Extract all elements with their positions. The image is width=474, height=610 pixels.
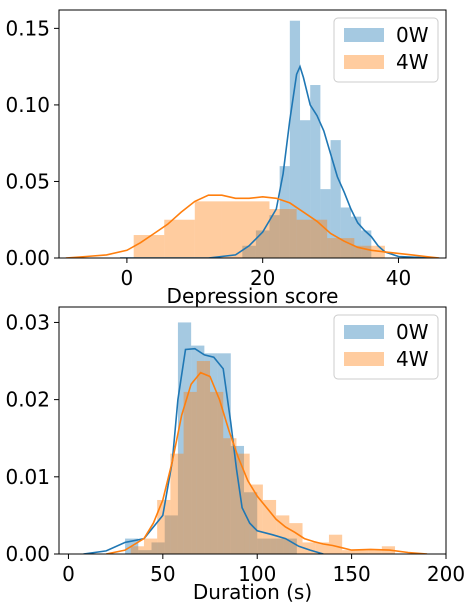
hist-bar-0w bbox=[230, 445, 245, 554]
hist-bar-4w bbox=[269, 209, 297, 258]
x-axis-label: Depression score bbox=[167, 284, 339, 308]
y-tick-label: 0.05 bbox=[5, 169, 50, 193]
legend-swatch-0w bbox=[344, 28, 384, 42]
hist-bar-4w bbox=[133, 235, 165, 258]
y-tick-label: 0.00 bbox=[5, 246, 50, 270]
x-tick-label: 200 bbox=[427, 562, 465, 586]
hist-bar-4w bbox=[262, 499, 277, 554]
kde-line-0w bbox=[120, 64, 433, 258]
hist-bar-4w bbox=[368, 550, 382, 554]
legend-swatch-4w bbox=[344, 55, 384, 69]
hist-bar-4w bbox=[342, 550, 356, 554]
axes-frame bbox=[58, 9, 447, 259]
hist-bar-0w bbox=[270, 538, 284, 554]
hist-bar-0w bbox=[289, 20, 301, 258]
legend-label-4w: 4W bbox=[396, 50, 429, 74]
plot-area bbox=[83, 322, 428, 554]
hist-bar-0w bbox=[340, 207, 351, 258]
hist-bar-4w bbox=[327, 238, 355, 258]
hist-bar-0w bbox=[330, 140, 341, 258]
x-tick-label: 40 bbox=[386, 266, 411, 290]
hist-bar-0w bbox=[310, 85, 321, 258]
axes-frame bbox=[58, 306, 447, 555]
hist-bar-0w bbox=[138, 550, 152, 554]
legend-swatch-4w bbox=[344, 352, 384, 366]
hist-bar-4w bbox=[157, 499, 171, 554]
kde-line-0w bbox=[83, 347, 324, 554]
hist-bar-4w bbox=[249, 484, 263, 554]
hist-bar-4w bbox=[183, 391, 197, 554]
hist-bar-4w bbox=[355, 550, 369, 554]
x-tick-label: 0 bbox=[121, 266, 134, 290]
hist-bar-4w bbox=[194, 201, 222, 258]
hist-bar-0w bbox=[320, 189, 331, 258]
hist-bar-4w bbox=[328, 534, 343, 554]
hist-bar-4w bbox=[170, 453, 184, 554]
hist-bar-0w bbox=[300, 120, 311, 258]
x-axis-label: Duration (s) bbox=[193, 580, 312, 604]
hist-bar-0w bbox=[257, 538, 271, 554]
kde-line-4w bbox=[65, 194, 440, 258]
x-tick-label: 150 bbox=[333, 562, 371, 586]
legend-label-4w: 4W bbox=[396, 347, 429, 371]
hist-bar-0w bbox=[350, 216, 362, 258]
plot-area bbox=[65, 20, 440, 258]
x-tick-label: 100 bbox=[238, 562, 276, 586]
y-tick-label: 0.15 bbox=[5, 16, 50, 40]
hist-bar-4w bbox=[196, 361, 211, 554]
x-tick-label: 0 bbox=[62, 562, 75, 586]
hist-bar-0w bbox=[191, 345, 205, 554]
y-tick-label: 0.03 bbox=[5, 310, 50, 334]
legend-box bbox=[333, 17, 439, 83]
y-tick-label: 0.00 bbox=[5, 542, 50, 566]
hist-bar-4w bbox=[164, 219, 195, 258]
hist-bar-4w bbox=[210, 391, 224, 554]
legend-swatch-0w bbox=[344, 325, 384, 339]
y-tick-label: 0.01 bbox=[5, 465, 50, 489]
hist-bar-4w bbox=[302, 542, 316, 554]
legend-label-0w: 0W bbox=[396, 23, 429, 47]
hist-bar-0w bbox=[204, 353, 218, 554]
hist-bar-0w bbox=[164, 515, 178, 554]
hist-bar-0w bbox=[361, 230, 372, 258]
hist-bar-0w bbox=[255, 230, 270, 258]
hist-bar-0w bbox=[151, 542, 165, 554]
hist-bar-4w bbox=[289, 523, 303, 554]
hist-bar-0w bbox=[269, 215, 280, 258]
hist-bar-4w bbox=[130, 546, 144, 554]
hist-bar-4w bbox=[143, 538, 158, 554]
x-tick-label: 20 bbox=[250, 266, 275, 290]
y-tick-label: 0.10 bbox=[5, 93, 50, 117]
legend-box bbox=[333, 314, 439, 380]
legend-label-0w: 0W bbox=[396, 320, 429, 344]
hist-bar-4w bbox=[315, 542, 329, 554]
kde-line-4w bbox=[106, 371, 428, 554]
hist-bar-4w bbox=[221, 201, 270, 258]
hist-bar-0w bbox=[279, 166, 290, 258]
hist-bar-4w bbox=[276, 515, 290, 554]
y-tick-label: 0.02 bbox=[5, 388, 50, 412]
x-tick-label: 50 bbox=[150, 562, 175, 586]
duration-panel: 0 50 100 150 200 0.00 0.01 0.02 0.03 Duration (s)… bbox=[5, 306, 465, 604]
hist-bar-4w bbox=[223, 438, 237, 554]
